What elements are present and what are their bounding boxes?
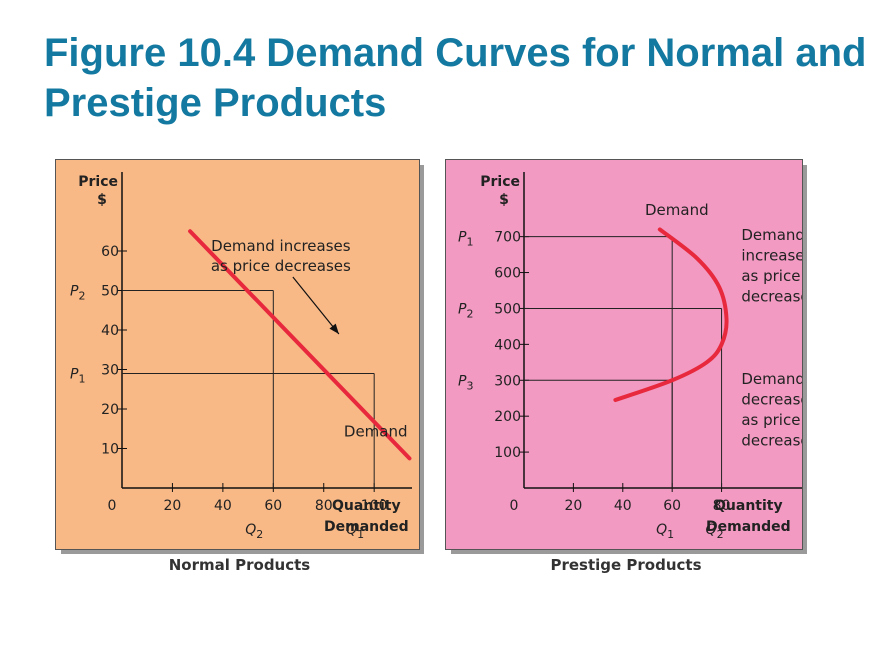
slide-title: Figure 10.4 Demand Curves for Normal and… [44, 31, 867, 125]
chart1-price-point-label: P3 [458, 373, 473, 392]
chart1-note-1-line: as price [741, 411, 800, 429]
chart1-demand-curve [613, 227, 729, 403]
chart1-price-point-label: P2 [458, 301, 473, 320]
chart0-demand-curve-label: Demand [344, 423, 408, 441]
chart1-y-axis-title: Price [480, 174, 520, 190]
chart0-x-axis-title-line2: Demanded [324, 519, 409, 535]
chart1-origin-label: 0 [510, 498, 519, 514]
chart0-quantity-point-label: Q1 [346, 522, 364, 541]
chart1-quantity-point-label: Q1 [656, 522, 674, 541]
chart1-quantity-point-label: Q2 [706, 522, 724, 541]
chart0-x-tick-label: 20 [164, 498, 182, 514]
chart0-x-tick-label: 100 [361, 498, 388, 514]
chart0-y-tick-label: 50 [101, 284, 119, 300]
prestige-products-caption: Prestige Products [550, 556, 702, 574]
chart0-x-tick-label: 80 [315, 498, 333, 514]
normal-products-chart: Price $ Quantity Demanded 0 10 20 30 40 50 60 20 40 6… [56, 160, 419, 549]
chart1-note-1-line: Demand [741, 370, 802, 388]
chart0-annotation-arrow-line [292, 276, 340, 335]
chart1-x-tick-label: 40 [614, 498, 632, 514]
chart0-x-tick-label: 60 [264, 498, 282, 514]
normal-products-caption: Normal Products [168, 556, 311, 574]
chart1-x-tick-label: 80 [713, 498, 731, 514]
chart1-y-tick-label: 100 [494, 445, 521, 461]
chart0-y-tick-label: 20 [101, 402, 119, 418]
normal-products-panel: Price $ Quantity Demanded 0 10 20 30 40 50 60 20 40 6… [55, 159, 420, 550]
chart1-y-tick-label: 600 [494, 266, 521, 282]
chart0-y-tick-label: 30 [101, 363, 119, 379]
chart0-annotation-line1: Demand increases [211, 237, 351, 255]
chart1-note-1-line: decreases [741, 431, 802, 449]
chart0-price-point-label: P1 [70, 366, 85, 385]
chart1-note-1-line: decreases [741, 390, 802, 408]
chart0-origin-label: 0 [108, 498, 117, 514]
chart0-x-axis-title: Quantity [332, 498, 401, 514]
prestige-products-chart: Price $ Quantity Demanded 0 100 200 300 400 500 60… [446, 160, 802, 549]
chart1-x-axis-title: Quantity [714, 498, 783, 514]
chart0-annotation-arrow-head [329, 323, 339, 334]
chart1-x-axis-title-line2: Demanded [706, 519, 791, 535]
chart1-y-tick-label: 200 [494, 409, 521, 425]
chart1-demand-curve-label: Demand [645, 201, 709, 219]
chart0-demand-curve [188, 229, 412, 461]
chart0-annotation-line2: as price decreases [211, 257, 351, 275]
chart1-y-tick-label: 400 [494, 337, 521, 353]
prestige-products-panel: Price $ Quantity Demanded 0 100 200 300 400 500 60… [445, 159, 803, 550]
chart0-y-tick-label: 10 [101, 442, 119, 458]
chart1-note-0-line: Demand [741, 226, 802, 244]
chart1-x-tick-label: 60 [663, 498, 681, 514]
chart1-note-0-line: as price [741, 267, 800, 285]
chart1-y-tick-label: 500 [494, 301, 521, 317]
chart1-y-tick-label: 700 [494, 230, 521, 246]
chart1-note-0-line: increases [741, 247, 802, 265]
chart1-note-0-line: decreases [741, 288, 802, 306]
chart1-y-axis-unit: $ [499, 192, 509, 208]
chart1-y-tick-label: 300 [494, 373, 521, 389]
chart1-price-point-label: P1 [458, 230, 473, 249]
chart0-quantity-point-label: Q2 [245, 522, 263, 541]
chart0-y-axis-title: Price [78, 174, 118, 190]
chart0-y-tick-label: 60 [101, 244, 119, 260]
chart1-x-tick-label: 20 [564, 498, 582, 514]
chart0-x-tick-label: 40 [214, 498, 232, 514]
chart0-y-axis-unit: $ [97, 192, 107, 208]
chart0-price-point-label: P2 [70, 284, 85, 303]
chart0-y-tick-label: 40 [101, 323, 119, 339]
